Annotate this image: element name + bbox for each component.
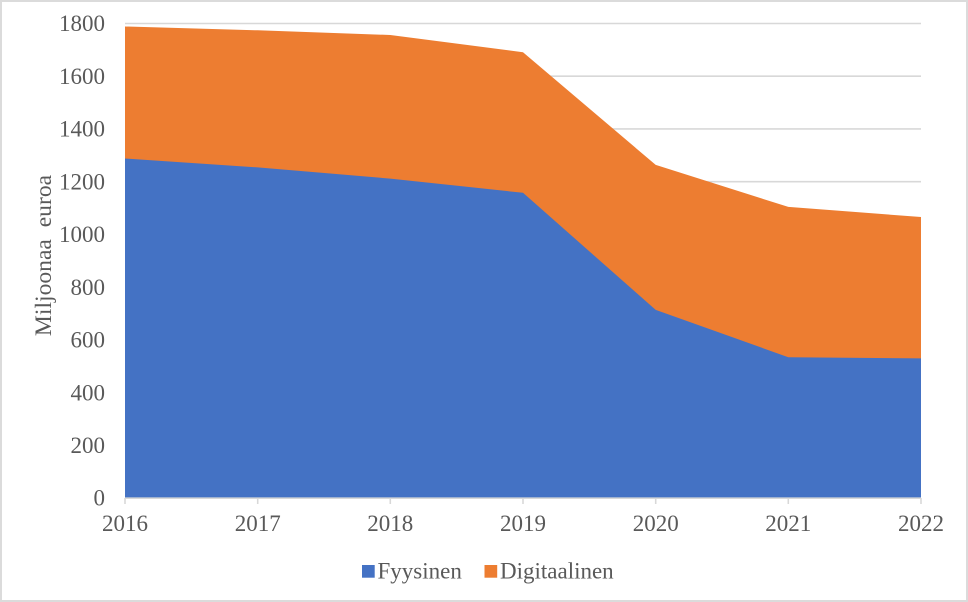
svg-text:2016: 2016 — [102, 511, 148, 536]
svg-text:1600: 1600 — [59, 64, 105, 89]
svg-text:2018: 2018 — [367, 511, 413, 536]
svg-text:200: 200 — [71, 433, 106, 458]
svg-text:1200: 1200 — [59, 169, 105, 194]
svg-text:2021: 2021 — [765, 511, 811, 536]
svg-text:800: 800 — [71, 275, 106, 300]
svg-text:Miljoonaa euroa: Miljoonaa euroa — [31, 174, 57, 336]
svg-text:Fyysinen: Fyysinen — [378, 559, 463, 584]
svg-text:600: 600 — [71, 328, 106, 353]
svg-text:0: 0 — [94, 486, 106, 511]
svg-text:1000: 1000 — [59, 222, 105, 247]
svg-text:2017: 2017 — [235, 511, 281, 536]
svg-text:2022: 2022 — [898, 511, 944, 536]
svg-text:400: 400 — [71, 380, 106, 405]
svg-text:Digitaalinen: Digitaalinen — [500, 559, 614, 584]
svg-text:2020: 2020 — [633, 511, 679, 536]
svg-text:1400: 1400 — [59, 117, 105, 142]
svg-text:2019: 2019 — [500, 511, 546, 536]
svg-text:1800: 1800 — [59, 11, 105, 36]
